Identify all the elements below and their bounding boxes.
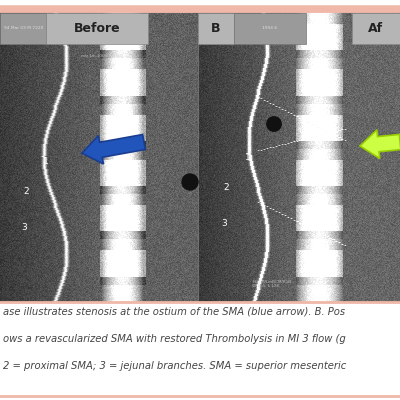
Text: 1: 1 [245,154,251,162]
Bar [234,13,306,44]
Text: 2 = proximal SMA; 3 = jejunal branches. SMA = superior mesenteric: 2 = proximal SMA; 3 = jejunal branches. … [3,361,346,371]
Text: 1: 1 [43,158,49,166]
Text: 2: 2 [23,188,29,196]
FancyArrow shape [82,134,145,164]
Text: Af: Af [368,22,384,35]
Text: mg 1m 10U5 6y 3U5: mg 1m 10U5 6y 3U5 [81,54,123,58]
Text: Before: Before [74,22,120,35]
Text: ase illustrates stenosis at the ostium of the SMA (blue arrow). B. Pos: ase illustrates stenosis at the ostium o… [3,307,345,317]
Circle shape [182,174,198,190]
FancyArrow shape [360,130,400,158]
Text: 94 Mar 03 M 7220: 94 Mar 03 M 7220 [4,26,43,30]
Bar [46,13,148,44]
Text: 3: 3 [21,224,27,232]
Text: B: B [211,22,221,35]
Circle shape [267,117,281,131]
Text: 2: 2 [223,184,229,192]
Text: ows a revascularized SMA with restored Thrombolysis in MI 3 flow (g: ows a revascularized SMA with restored T… [3,334,346,344]
Bar [352,13,400,44]
Text: 3: 3 [221,220,227,228]
Bar [0,13,46,44]
Text: HGCM/LinDCM/R1B
W 255  L 128: HGCM/LinDCM/R1B W 255 L 128 [252,280,292,288]
Text: 1994 6: 1994 6 [262,26,278,30]
Bar [198,13,234,44]
